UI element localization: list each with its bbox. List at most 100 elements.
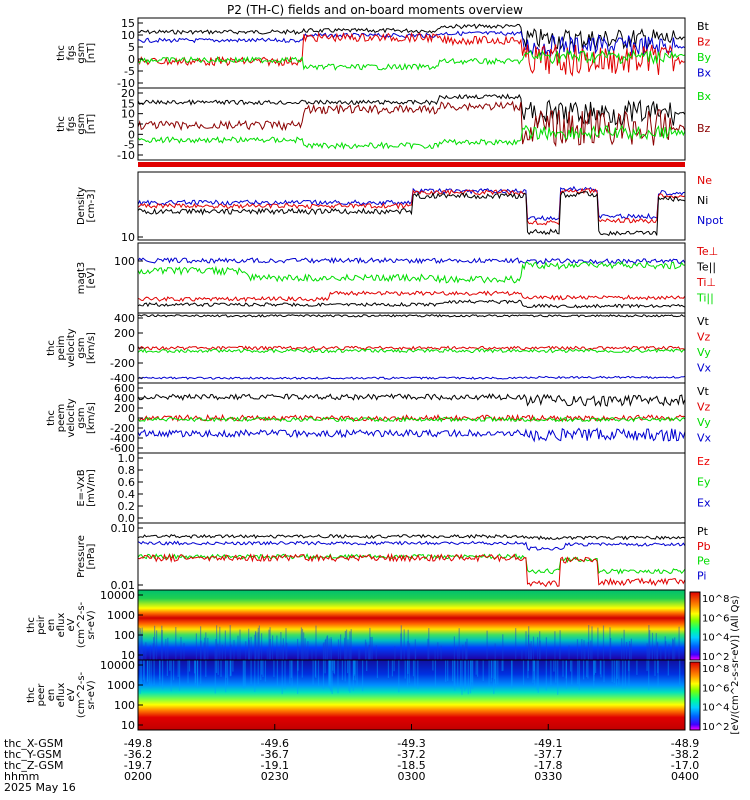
spectrogram-stripe: [291, 660, 293, 688]
spectrogram-stripe: [194, 660, 196, 674]
spectrogram-stripe: [427, 638, 429, 660]
spectrogram-stripe: [315, 660, 317, 678]
spectrogram-stripe: [629, 641, 631, 660]
spectrogram-stripe: [539, 640, 541, 660]
y-tick-label: 15: [121, 97, 135, 110]
y-axis-label: [mV/m]: [86, 469, 97, 507]
spectrogram-stripe: [470, 660, 472, 689]
spectrogram-stripe: [581, 639, 583, 660]
spectrogram-stripe: [414, 639, 416, 660]
spectrogram-stripe: [276, 660, 278, 686]
spectrogram-stripe: [553, 660, 555, 672]
y-tick-label: -400: [110, 372, 135, 385]
spectrogram-stripe: [391, 660, 393, 677]
spectrogram-stripe: [486, 630, 488, 660]
spectrogram-stripe: [565, 660, 567, 679]
spectrogram-stripe: [354, 660, 356, 675]
x-tick-label: 0300: [398, 770, 426, 783]
spectrogram-stripe: [233, 640, 235, 660]
y-tick-label: 0: [128, 53, 135, 66]
y-axis-label: [nT]: [86, 114, 97, 134]
legend-Ex: Ex: [697, 496, 711, 509]
spectrogram-stripe: [139, 660, 141, 694]
spectrogram-stripe: [153, 637, 155, 660]
spectrogram-stripe: [465, 641, 467, 660]
y-tick-label: 0.8: [118, 464, 136, 477]
spectrogram-stripe: [475, 660, 477, 675]
spectrogram-fill: [138, 660, 685, 730]
spectrogram-stripe: [354, 660, 356, 681]
spectrogram-stripe: [533, 660, 535, 672]
spectrogram-stripe: [180, 636, 182, 660]
spectrogram-stripe: [340, 634, 342, 660]
spectrogram-stripe: [276, 635, 278, 660]
colorbar-tick-label: 10^2: [702, 652, 729, 663]
y-axis-label: [km/s]: [86, 332, 97, 364]
spectrogram-stripe: [406, 660, 409, 688]
spectrogram-stripe: [529, 643, 531, 660]
spectrogram-stripe: [591, 626, 593, 660]
legend-Ey: Ey: [697, 476, 711, 489]
spectrogram-stripe: [143, 645, 145, 660]
y-tick-label: 400: [114, 312, 135, 325]
spectrogram-stripe: [495, 660, 497, 688]
spectrogram-stripe: [588, 625, 590, 660]
series-line-2: [137, 124, 686, 150]
spectrogram-stripe: [511, 660, 513, 686]
spectrogram-stripe: [159, 660, 161, 686]
spectrogram-stripe: [412, 660, 415, 677]
spectrogram-stripe: [262, 660, 264, 677]
spectrogram-stripe: [205, 632, 207, 660]
spectrogram-stripe: [159, 660, 161, 680]
spectrogram-stripe: [534, 660, 536, 686]
spectrogram-stripe: [350, 629, 352, 660]
legend-Pi: Pi: [697, 569, 706, 582]
y-tick-label: 100: [114, 699, 135, 712]
y-tick-label: 10: [121, 649, 135, 662]
y-axis-label: [eV]: [86, 268, 97, 289]
series-line-3: [137, 552, 686, 588]
spectrogram-stripe: [527, 660, 529, 679]
spectrogram-stripe: [362, 660, 364, 692]
spectrogram-stripe: [225, 660, 227, 693]
spectrogram-stripe: [600, 660, 602, 678]
spectrogram-stripe: [260, 660, 262, 680]
legend-Bt: Bt: [697, 20, 710, 33]
spectrogram-stripe: [229, 625, 231, 660]
spectrogram-stripe: [301, 660, 303, 678]
spectrogram-stripe: [317, 660, 320, 687]
spectrogram-stripe: [349, 660, 351, 693]
spectrogram-stripe: [667, 660, 669, 676]
spectrogram-stripe: [674, 637, 676, 660]
spectrogram-stripe: [624, 660, 626, 689]
spectrogram-stripe: [349, 631, 351, 660]
spectrogram-stripe: [447, 660, 449, 681]
spectrogram-stripe: [258, 625, 260, 660]
y-axis-label: magt3: [76, 262, 87, 295]
series-line-1: [137, 100, 686, 148]
spectrogram-stripe: [462, 644, 464, 660]
y-axis-label: E=-VxB: [76, 469, 87, 506]
y-axis-label: fgs: [66, 45, 77, 60]
spectrogram-stripe: [146, 660, 148, 683]
spectrogram-stripe: [261, 660, 263, 675]
y-tick-label: -5: [124, 139, 135, 152]
x-tick-label: -17.8: [534, 759, 562, 772]
spectrogram-stripe: [603, 660, 605, 683]
spectrogram-stripe: [286, 642, 288, 660]
spectrogram-stripe: [221, 644, 223, 660]
spectrogram-stripe: [602, 625, 605, 660]
y-tick-label: 1000: [107, 609, 135, 622]
spectrogram-stripe: [660, 646, 662, 660]
y-tick-label: 10000: [100, 659, 135, 672]
legend-Te⊥: Te⊥: [696, 245, 718, 258]
series-line-1: [137, 345, 686, 351]
spectrogram-stripe: [215, 639, 217, 660]
spectrogram-stripe: [532, 636, 535, 660]
series-line-0: [137, 256, 686, 265]
y-tick-label: 400: [114, 392, 135, 405]
legend-Bx: Bx: [697, 67, 712, 80]
